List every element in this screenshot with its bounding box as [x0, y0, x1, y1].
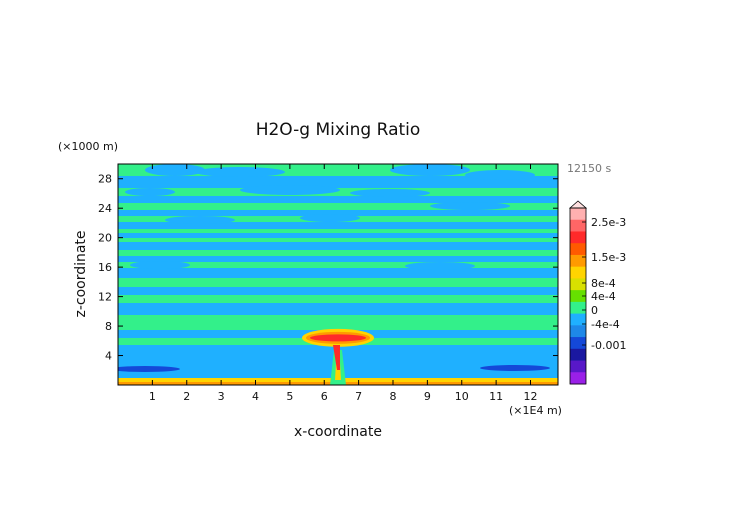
x-tick-label-2: 2 — [183, 390, 190, 403]
time-label: 12150 s — [567, 162, 611, 175]
colorbar-label-6: -0.001 — [591, 339, 626, 352]
colorbar-segment-3 — [570, 243, 586, 256]
colorbar-label-3: 4e-4 — [591, 290, 616, 303]
field-gap-5 — [240, 185, 340, 195]
field-band-9 — [118, 295, 558, 303]
colorbar-segment-6 — [570, 278, 586, 291]
x-tick-label-7: 7 — [355, 390, 362, 403]
colorbar-segment-8 — [570, 301, 586, 315]
x-tick-label-5: 5 — [286, 390, 293, 403]
x-tick-label-9: 9 — [424, 390, 431, 403]
field-gap-2 — [390, 164, 470, 176]
field-band-6 — [118, 250, 558, 256]
field-gap-4 — [125, 188, 175, 196]
field-gap-6 — [350, 189, 430, 197]
x-tick-label-4: 4 — [252, 390, 259, 403]
field-gap-11 — [405, 262, 475, 270]
colorbar-arrow — [568, 200, 588, 209]
x-unit-label: (×1E4 m) — [509, 404, 562, 417]
colorbar-label-5: -4e-4 — [591, 318, 620, 331]
y-tick-label-28: 28 — [98, 173, 112, 186]
x-tick-label-10: 10 — [455, 390, 469, 403]
x-tick-label-3: 3 — [218, 390, 225, 403]
field-gap-7 — [430, 202, 510, 210]
x-tick-label-1: 1 — [149, 390, 156, 403]
colorbar-label-0: 2.5e-3 — [591, 216, 626, 229]
colorbar-segment-2 — [570, 231, 586, 244]
x-tick-label-8: 8 — [390, 390, 397, 403]
y-unit-label: (×1000 m) — [58, 140, 118, 153]
field-gap-0 — [145, 164, 205, 176]
field-gap-1 — [195, 167, 285, 177]
colorbar-segment-7 — [570, 290, 586, 303]
colorbar-segment-1 — [570, 219, 586, 232]
dry-streak-left — [118, 366, 180, 372]
field-band-5 — [118, 238, 558, 242]
colorbar-label-4: 0 — [591, 304, 598, 317]
heatmap-field — [118, 164, 558, 385]
plot-frame — [117, 163, 559, 386]
y-tick-label-4: 4 — [105, 350, 112, 363]
colorbar: 2.5e-3 1.5e-3 8e-44e-40-4e-4 -0.001 — [568, 200, 626, 385]
x-axis-label: x-coordinate — [294, 424, 382, 440]
field-gap-3 — [465, 170, 535, 180]
field-band-8 — [118, 278, 558, 287]
field-band-4 — [118, 229, 558, 233]
y-tick-label-12: 12 — [98, 291, 112, 304]
colorbar-label-2: 8e-4 — [591, 277, 616, 290]
colorbar-segment-11 — [570, 337, 586, 350]
colorbar-segment-0 — [570, 208, 586, 221]
colorbar-segment-5 — [570, 266, 586, 279]
y-tick-label-8: 8 — [105, 320, 112, 333]
field-band-10 — [118, 315, 558, 330]
field-gap-10 — [130, 261, 190, 269]
colorbar-segment-10 — [570, 325, 586, 338]
x-tick-label-11: 11 — [489, 390, 503, 403]
colorbar-segment-12 — [570, 348, 586, 362]
field-gap-8 — [165, 216, 235, 224]
colorbar-segment-9 — [570, 313, 586, 326]
field-gap-9 — [300, 214, 360, 222]
y-tick-label-24: 24 — [98, 202, 112, 215]
dry-streak-right — [480, 365, 550, 371]
plume-core — [333, 345, 340, 370]
y-tick-label-16: 16 — [98, 261, 112, 274]
y-tick-label-20: 20 — [98, 232, 112, 245]
colorbar-segment-4 — [570, 254, 586, 268]
y-axis-label: z-coordinate — [73, 230, 89, 317]
colorbar-segment-14 — [570, 372, 586, 385]
field-band-7 — [118, 262, 558, 268]
plume-anvil-core — [310, 334, 366, 342]
field-band-1 — [118, 188, 558, 196]
x-tick-label-6: 6 — [321, 390, 328, 403]
colorbar-label-1: 1.5e-3 — [591, 251, 626, 264]
x-tick-label-12: 12 — [524, 390, 538, 403]
colorbar-segment-13 — [570, 360, 586, 373]
chart-title: H2O-g Mixing Ratio — [256, 120, 421, 140]
field-band-2 — [118, 203, 558, 210]
